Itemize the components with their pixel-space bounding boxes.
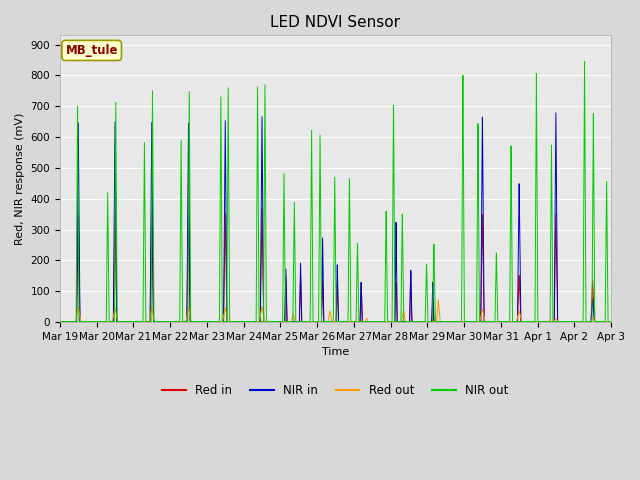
Title: LED NDVI Sensor: LED NDVI Sensor xyxy=(271,15,401,30)
Legend: Red in, NIR in, Red out, NIR out: Red in, NIR in, Red out, NIR out xyxy=(157,380,513,402)
Y-axis label: Red, NIR response (mV): Red, NIR response (mV) xyxy=(15,112,25,245)
Text: MB_tule: MB_tule xyxy=(65,44,118,57)
X-axis label: Time: Time xyxy=(322,348,349,358)
